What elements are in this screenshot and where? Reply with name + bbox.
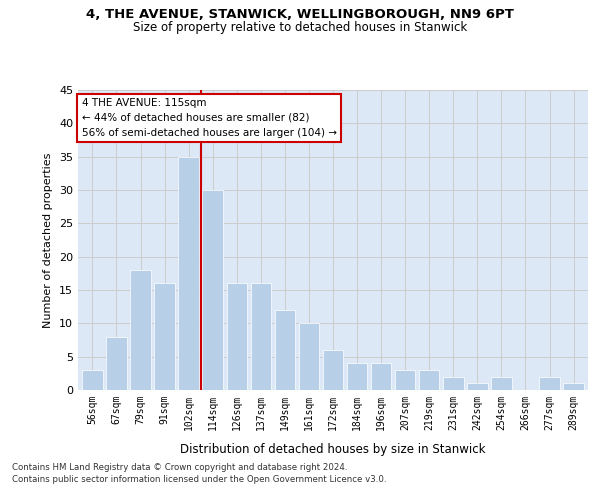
Bar <box>443 376 464 390</box>
Text: Distribution of detached houses by size in Stanwick: Distribution of detached houses by size … <box>180 442 486 456</box>
Text: Contains HM Land Registry data © Crown copyright and database right 2024.: Contains HM Land Registry data © Crown c… <box>12 464 347 472</box>
Bar <box>323 350 343 390</box>
Bar <box>251 284 271 390</box>
Bar <box>202 190 223 390</box>
Bar <box>371 364 391 390</box>
Bar <box>227 284 247 390</box>
Bar <box>154 284 175 390</box>
Text: 4 THE AVENUE: 115sqm
← 44% of detached houses are smaller (82)
56% of semi-detac: 4 THE AVENUE: 115sqm ← 44% of detached h… <box>82 98 337 138</box>
Bar <box>419 370 439 390</box>
Text: Contains public sector information licensed under the Open Government Licence v3: Contains public sector information licen… <box>12 475 386 484</box>
Bar <box>130 270 151 390</box>
Y-axis label: Number of detached properties: Number of detached properties <box>43 152 53 328</box>
Bar <box>491 376 512 390</box>
Bar <box>347 364 367 390</box>
Bar <box>299 324 319 390</box>
Text: Size of property relative to detached houses in Stanwick: Size of property relative to detached ho… <box>133 21 467 34</box>
Text: 4, THE AVENUE, STANWICK, WELLINGBOROUGH, NN9 6PT: 4, THE AVENUE, STANWICK, WELLINGBOROUGH,… <box>86 8 514 20</box>
Bar <box>563 384 584 390</box>
Bar <box>82 370 103 390</box>
Bar <box>178 156 199 390</box>
Bar <box>539 376 560 390</box>
Bar <box>395 370 415 390</box>
Bar <box>106 336 127 390</box>
Bar <box>467 384 488 390</box>
Bar <box>275 310 295 390</box>
